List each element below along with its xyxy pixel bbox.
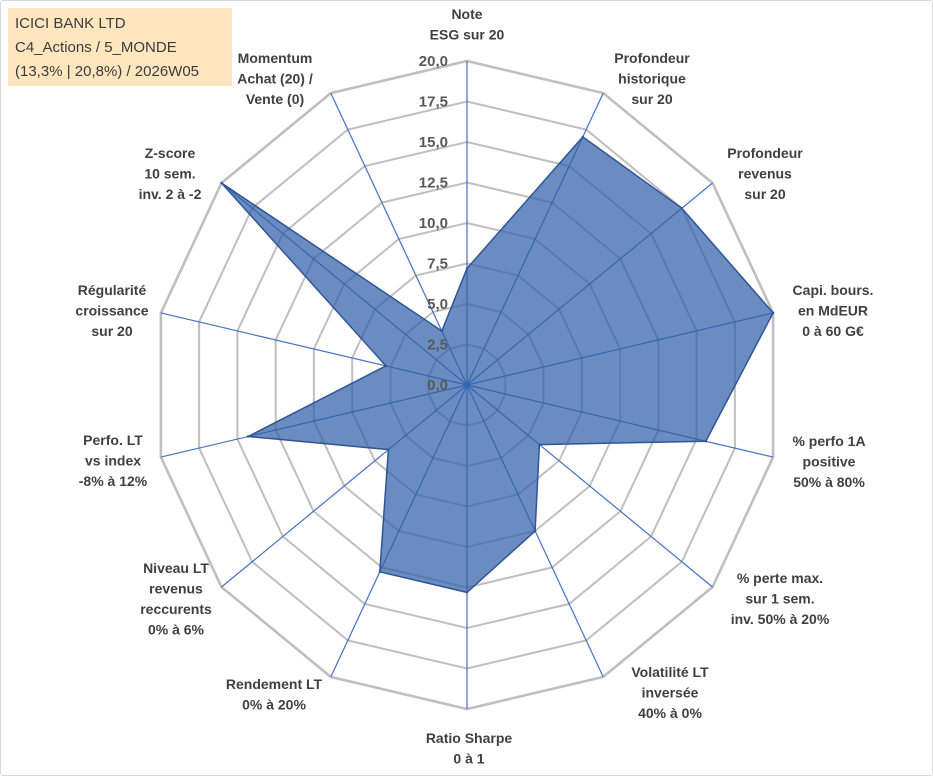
axis-label-line: positive — [803, 454, 856, 470]
data-point — [378, 570, 381, 573]
axis-label-line: vs index — [85, 453, 141, 469]
axis-label-line: 0 à 60 G€ — [802, 323, 864, 339]
axis-label: Z-score 10 sem. inv. 2 à -2 — [139, 145, 202, 202]
axis-label-line: sur 20 — [631, 91, 672, 107]
axis-label-line: 40% à 0% — [638, 705, 702, 721]
axis-label: Capi. bours. en MdEUR 0 à 60 G€ — [793, 282, 874, 339]
axis-label-line: sur 20 — [744, 186, 785, 202]
tick-label: 2,5 — [427, 337, 448, 354]
data-point — [771, 311, 775, 315]
data-point — [246, 435, 250, 438]
data-point — [384, 364, 388, 368]
axis-label-line: Perfo. LT — [83, 432, 143, 448]
axis-label-line: Profondeur — [727, 145, 803, 161]
data-point — [440, 329, 443, 333]
data-point — [680, 207, 683, 210]
tick-labels: 0,0 2,5 5,0 7,5 10,0 12,5 15,0 17,5 20,0 — [419, 53, 448, 394]
axis-label: Profondeur revenus sur 20 — [727, 145, 803, 202]
axis-label: Volatilité LT inversée 40% à 0% — [631, 664, 709, 721]
tick-label: 0,0 — [427, 377, 448, 394]
series-area — [220, 135, 775, 594]
info-box: ICICI BANK LTD C4_Actions / 5_MONDE (13,… — [8, 8, 232, 86]
axis-label-line: Volatilité LT — [631, 664, 709, 680]
axis-label: Niveau LT revenus reccurents 0% à 6% — [140, 560, 212, 638]
axis-label-line: revenus — [738, 166, 792, 182]
axis-label-line: revenus — [149, 581, 203, 597]
axis-label-line: 10 sem. — [144, 166, 195, 182]
axis-label: Perfo. LT vs index -8% à 12% — [79, 432, 148, 489]
data-point — [704, 440, 707, 443]
axis-label-line: reccurents — [140, 601, 212, 617]
tick-label: 12,5 — [419, 175, 448, 192]
axis-label-line: -8% à 12% — [79, 473, 148, 489]
axis-label-line: Rendement LT — [226, 676, 323, 692]
tick-label: 7,5 — [427, 256, 448, 273]
tick-label: 5,0 — [427, 296, 448, 313]
axis-label: Ratio Sharpe 0 à 1 — [426, 730, 513, 767]
axis-label-line: inv. 2 à -2 — [139, 186, 202, 202]
tick-label: 17,5 — [419, 94, 448, 111]
series — [220, 135, 775, 594]
info-box-category: C4_Actions / 5_MONDE — [15, 39, 177, 56]
axis-label-line: Achat (20) / — [237, 71, 313, 87]
axis-label: Note ESG sur 20 — [430, 6, 505, 43]
axis-label-line: Niveau LT — [143, 560, 209, 576]
data-point — [220, 181, 223, 185]
info-box-stats: (13,3% | 20,8%) / 2026W05 — [15, 63, 199, 80]
axis-label: Rendement LT 0% à 20% — [226, 676, 323, 713]
axis-label: Momentum Achat (20) / Vente (0) — [237, 50, 313, 107]
axis-label: Régularité croissance sur 20 — [75, 282, 148, 339]
axis-label-line: Vente (0) — [246, 91, 304, 107]
axis-label-line: Z-score — [145, 145, 196, 161]
axis-label-line: Note — [451, 6, 482, 22]
axis-label-line: croissance — [75, 303, 148, 319]
data-point — [387, 448, 390, 451]
axis-label-line: inv. 50% à 20% — [731, 611, 830, 627]
tick-label: 10,0 — [419, 215, 448, 232]
axis-label-line: en MdEUR — [798, 303, 868, 319]
axis-label-line: sur 20 — [91, 323, 132, 339]
axis-label-line: Profondeur — [614, 50, 690, 66]
axis-label-line: sur 1 sem. — [745, 591, 814, 607]
axis-label-line: ESG sur 20 — [430, 27, 505, 43]
axis-label: % perfo 1A positive 50% à 80% — [792, 433, 865, 490]
data-point — [581, 135, 584, 139]
axis-label: Profondeur historique sur 20 — [614, 50, 690, 107]
axis-label-line: % perte max. — [737, 570, 823, 586]
data-point — [465, 267, 469, 270]
tick-label: 20,0 — [419, 53, 448, 70]
axis-label-line: Capi. bours. — [793, 282, 874, 298]
axis-label-line: Régularité — [78, 282, 147, 298]
data-point — [538, 443, 541, 446]
info-box-title: ICICI BANK LTD — [15, 15, 126, 32]
axis-label-line: 0% à 20% — [242, 697, 306, 713]
axis-label-line: 0% à 6% — [148, 622, 205, 638]
axis-label-line: 50% à 80% — [793, 474, 865, 490]
axis-label-line: 0 à 1 — [453, 751, 484, 767]
axis-label-line: inversée — [642, 685, 699, 701]
axis-label-line: Ratio Sharpe — [426, 730, 513, 746]
data-point — [533, 529, 537, 533]
axis-label-line: Momentum — [238, 50, 313, 66]
axis-label: % perte max. sur 1 sem. inv. 50% à 20% — [731, 570, 830, 627]
data-point — [465, 591, 469, 594]
axis-labels: Note ESG sur 20 Profondeur historique sur 20… — [75, 6, 873, 767]
axis-label-line: historique — [618, 71, 686, 87]
axis-label-line: % perfo 1A — [792, 433, 865, 449]
tick-label: 15,0 — [419, 134, 448, 151]
